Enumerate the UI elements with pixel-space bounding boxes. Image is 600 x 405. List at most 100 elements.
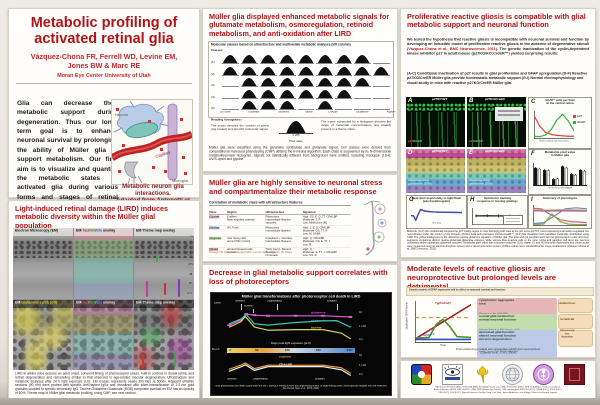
y-ticks-top: 10 1 mM 0.1 [359,310,366,341]
table-heading: Müller glia are highly sensitive to neur… [209,178,383,196]
chart-c-xticks: NoTmx 1d 3d 1wk 2wk 1mo 2mo 3mo [539,140,569,143]
table-surface [0,398,600,405]
lird-heading: Light-induced retinal damage (LIRD) indu… [15,204,168,230]
neuron-label: Neuron [115,112,128,117]
outcome-necessary: necessary for function [558,329,593,347]
chart-f-categories: Gln Glu GS Tau GSH CRALBP [548,187,573,190]
zone-emigrant: Emigrant [327,300,337,303]
figure-title: Müller glial transformations after photo… [241,294,361,299]
eye-institute-logo [442,363,463,385]
gfap-heading: Moderate levels of reactive gliosis are … [407,264,557,291]
outcome-deleterious: deleterious [558,298,593,313]
zone-degenerating: Degenerating [267,300,282,303]
pixel-axis-label: Pixel value [289,140,303,143]
figure-caption: Most photoreceptor cell death occurs wit… [215,385,387,390]
gliosis-heading: Proliferative reactive gliosis is compat… [407,12,586,30]
zone-degenerating-bottom: Degenerating [253,378,268,381]
correlation-table-panel: Müller glia are highly sensitive to neur… [202,174,398,262]
metabolite-bar-chart [533,163,587,186]
p27-label: p27⁻/⁻ [439,319,449,323]
y-ticks-bottom: 10 1 mM 0.1 [359,353,366,376]
gfap-x-label: Time [440,344,446,347]
neuron-glia-illustration: Neuron Capillary Microglia [111,99,193,185]
histogram-figure: Molecular classes based on ultrastructur… [208,41,447,120]
metabolite-timecourse-top [227,313,353,342]
zones-label: Zones: [214,302,222,305]
metabolic-classes-panel: Müller glia displayed enhanced metabolic… [202,8,447,172]
footer-panel: NIH Grants EY02576 (RM), EY015128 (RM), … [400,360,596,399]
affiliation: Moran Eye Center University of Utah [57,72,151,79]
chart-c-legend: p27 GFAP [572,114,590,125]
subfig-letter-h: H [470,197,475,203]
decrease-panel: Decrease in glial metabolic support corr… [202,264,398,399]
time-axis-bar: 0 60 120 180 240 [227,348,355,353]
table-title: Correlation of metabolic class with ultr… [209,201,351,206]
table-footnote: Orange (5) class overlapped with red (4)… [209,251,293,254]
subfig-b-fluorescence-ko: B p27KO/CreER p27/GFAP [467,97,526,147]
gfap-models-panel: Moderate levels of reactive gliosis are … [400,260,596,358]
tg-hgfap-label: Tg(hGFAP) [435,302,451,305]
subfig-f-metabolite-bars: F Metabolite pixel value in Müller glia G… [528,149,592,195]
subfig-letter-e: E [469,150,474,156]
em-tile-electron-microscopy: Electron Microscopy (EM) [13,228,73,299]
stats-inset [495,107,523,121]
gfap-y-label: Qualitative GFAP levels [405,302,409,330]
x-axis-label: Days post-light exposure (pLX) [271,342,311,345]
em-tile-theme-map-overlay: OSISONLOPLINLIPLGCL EM·Theme map overlay [134,228,194,299]
subfig-a-fluorescence-wt: A p27WT/WT p27/GFAP [406,97,465,147]
subfig-g-erg: G Neuronal responsivity to light flash (e… [406,195,467,229]
example-histogram: 0 255 Pixel value [275,121,317,146]
poster-title: Metabolic profiling of activated retinal… [30,15,178,47]
em-tile-glutamine-synthetase: EM·Glutamine synth (GS) [13,299,73,370]
subfig-c-gfap-cells-chart: C GFAP⁺ cells per field at the central re… [528,97,592,149]
em-tile-theme-map-overlay-2: EM·Theme map overlay [134,299,194,370]
subfig-letter-b: B [469,98,474,104]
reading-histograms-title: Reading histograms: [211,118,242,122]
chart-f-title: Metabolite pixel value in Müller glia [544,151,576,158]
subfig-e-cmp-ko: E p27KO/CreER glutamine (Gln) glutathione… [467,149,526,193]
subfig-letter-a: A [408,98,413,104]
reading-note-left: The y-axis denotes the number of pixels … [211,124,269,132]
optomotor-inset-table [503,215,523,225]
preconditioning-note: Preconditioning models can upregulate GF… [455,348,541,355]
muller-glia-schematic [363,200,387,256]
subfig-letter-d: D [408,150,413,156]
purple-emblem-logo [533,363,554,385]
classes-label: Classes: [211,49,224,52]
result-bullets: (A-C) Conditional inactivation of p27 re… [407,71,588,85]
lird-caption: LIRD in albino mice secures an adult ons… [15,372,194,395]
em-tile-tau-gln-glu-overlay-2: EM·Tau/Gln/Glu overlay [73,299,134,370]
model-box-normal: normal glial metabolism normal neuronal f… [477,314,557,336]
subfig-letter-g: G [409,197,414,203]
erg-x-label: Time (ms) [432,222,441,225]
summary-chart [533,205,587,226]
em-tile-tau-gln-glu-overlay: EM·Tau/Gln/Glu overlay [73,228,134,299]
class-histogram-grid: (1) (2) (3) (4) (5) Glu Synth Glutamate Glutami… [211,54,447,120]
em-micrograph-grid: Electron Microscopy (EM) EM·Tau/Gln/Glu … [13,228,194,370]
title-panel: Metabolic profiling of activated retinal… [8,8,200,212]
subfig-h-optomotor: H Optomotor tracking response to moving g… [467,195,528,229]
figure-title: Molecular classes based on ultrastructur… [211,43,351,47]
classes-caption: Müller glia were classified using the gl… [209,146,391,162]
gliosis-panel: Proliferative reactive gliosis is compat… [400,8,596,258]
book-emblem-logo [564,363,585,385]
gfap-subtitle: Genetic models of GFAP expression and it… [406,287,594,296]
correlation-table-wrap: Correlation of metabolic class with ultr… [209,201,351,305]
pixel-ticks: 0 255 [292,134,300,137]
zone-stressed: Stressed [235,300,245,303]
acknowledgments: NIH Grants EY02576 (RM), EY015128 (RM), … [433,386,563,394]
model-box-decreased: decreased glial function altered neuronal… [477,330,557,358]
divider [16,82,192,84]
reading-note-right: The x-axis subtended by a histogram deno… [321,120,391,131]
erg-chart [411,207,462,222]
abstract-text: Glia can decrease their metabolic suppor… [17,100,118,210]
chart-i-title: Summary of phenotypes [542,197,578,200]
retina-layer-labels: OSISONLOPLINLIPLGCL [187,235,193,295]
gliosis-intro: We tested the hypothesis that reactive g… [407,37,589,56]
gfap-models-chart [415,301,471,343]
capillary-label: Capillary [155,149,171,159]
correlation-table: Class Region Ultrastructure Signature (1) pi… [209,211,351,258]
metabolite-timecourse-bottom [227,353,355,377]
